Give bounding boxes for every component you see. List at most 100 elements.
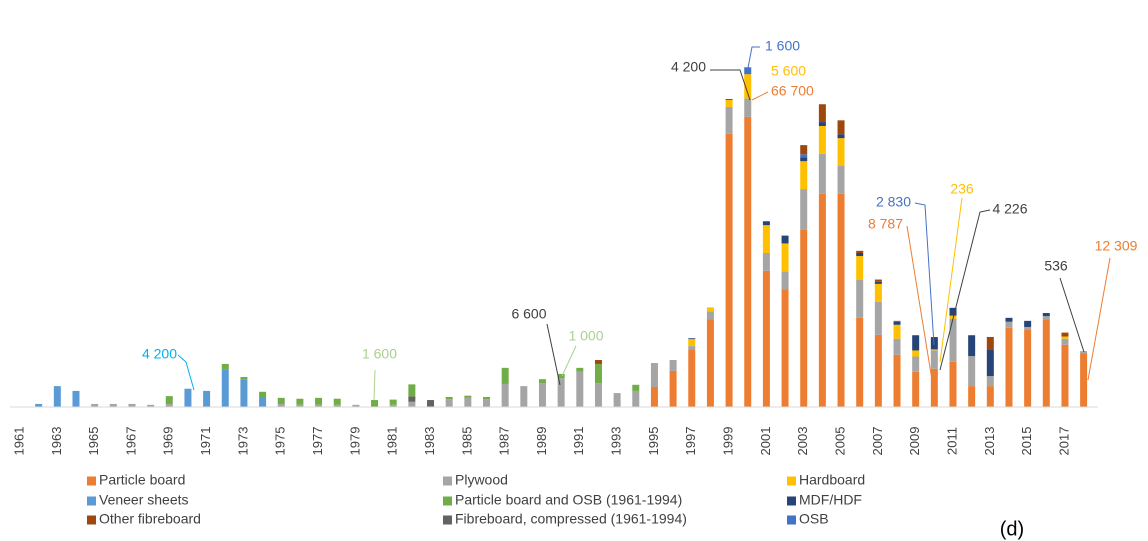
data-label: 2 830 [876,194,911,210]
bar-segment [688,350,696,407]
bar-segment [800,189,808,230]
bar-segment [203,390,211,407]
bar-segment [538,383,546,407]
legend-swatch [87,496,96,506]
bar-segment [408,384,416,397]
bar-segment [744,74,752,99]
bar-segment [818,104,826,123]
bar-segment [762,225,770,254]
bar-segment [744,116,752,407]
bar-segment [184,388,192,407]
bar-segment [1061,344,1069,407]
bar-segment [240,379,248,407]
bar-segment [856,317,864,407]
x-tick-label: 1969 [161,427,176,456]
bar-segment [1061,336,1069,339]
bar-segment [165,403,173,407]
x-tick-label: 1991 [571,427,586,456]
bar-segment [613,393,621,407]
bar-segment [893,324,901,339]
legend-label: Other fibreboard [99,511,201,527]
bar-segment [35,403,43,407]
bar-segment [874,283,882,302]
legend-label: Particle board and OSB (1961-1994) [455,492,682,508]
bar-segment [968,356,976,387]
bar-segment [930,368,938,407]
x-tick-label: 2007 [870,427,885,456]
bar-segment [837,138,845,167]
bar-segment [856,279,864,318]
bar-segment [986,386,994,407]
annotation-leader [747,46,760,69]
legend-label: Plywood [455,472,508,488]
bar-segment [1024,330,1032,407]
x-tick-label: 1965 [86,427,101,456]
annotation-leader [914,202,935,346]
bar-segment [912,335,920,351]
bar-segment [706,311,714,320]
bar-segment [1061,332,1069,337]
bar-segment [371,400,379,407]
bar-segment [856,253,864,257]
bar-segment [986,336,994,351]
bar-segment [874,301,882,335]
bar-segment [725,133,733,407]
bar-segment [221,363,229,370]
legend-swatch [787,476,796,486]
data-label: 5 600 [771,63,806,79]
legend-label: OSB [799,511,829,527]
bar-segment [333,398,341,405]
legend-swatch [443,515,452,525]
annotation-leader [751,91,769,101]
annotation-leader [906,225,933,381]
bar-segment [538,379,546,384]
bar-segment [408,401,416,407]
annotation-leader [939,209,991,371]
bar-segment [818,125,826,154]
legend-swatch [87,476,96,486]
bar-segment [949,307,957,316]
bar-segment [91,403,99,407]
legend-swatch [87,515,96,525]
bar-segment [1005,321,1013,328]
bar-segment [837,166,845,194]
bar-segment [240,376,248,380]
bar-segment [968,386,976,407]
bar-segment [315,397,323,405]
bar-segment [930,349,938,351]
x-tick-label: 1963 [49,427,64,456]
bar-segment [352,404,360,407]
bar-segment [818,122,826,126]
bar-segment [949,318,957,362]
bar-segment [632,390,640,407]
legend-label: Particle board [99,472,185,488]
bar-segment [1080,351,1088,354]
bar-segment [594,363,602,384]
x-tick-label: 2009 [907,427,922,456]
bar-segment [800,154,808,158]
x-tick-label: 2017 [1056,427,1071,456]
bar-segment [650,363,658,387]
bar-segment [912,371,920,407]
x-tick-label: 2011 [944,427,959,455]
legend-label: Fibreboard, compressed (1961-1994) [455,511,687,527]
annotation-leader [939,197,963,363]
bar-segment [781,243,789,272]
bar-segment [483,399,490,407]
x-tick-label: 1999 [721,427,736,456]
annotation-leader [546,323,561,386]
bar-segment [594,383,602,407]
bar-segment [650,386,658,407]
x-tick-label: 2013 [982,427,997,456]
x-tick-label: 2001 [758,427,773,456]
x-tick-label: 1993 [609,427,624,456]
bar-segment [165,396,173,404]
bar-segment [1042,313,1050,317]
bar-segment [912,350,920,357]
bar-segment [893,320,901,322]
data-label: 12 309 [1095,238,1138,254]
data-label: 1 600 [362,346,397,362]
x-tick-label: 1989 [534,427,549,456]
x-tick-label: 1987 [497,427,512,456]
